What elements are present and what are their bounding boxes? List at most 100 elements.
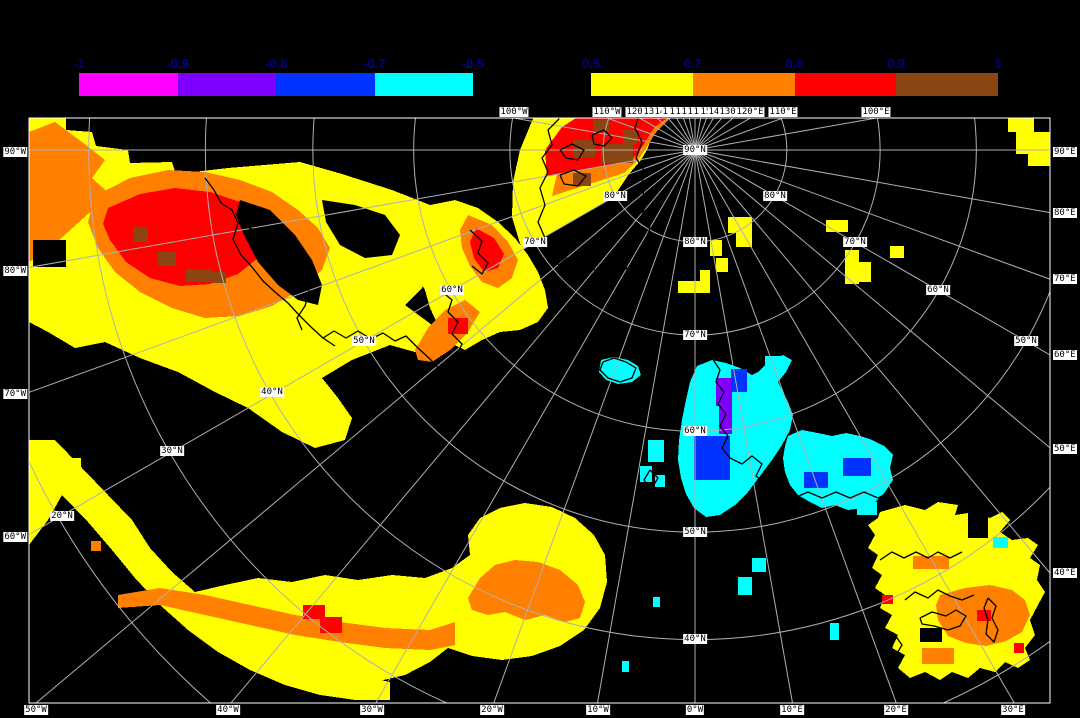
coastline bbox=[559, 169, 587, 187]
lon-label: 20°W bbox=[480, 705, 504, 715]
grid-meridian bbox=[596, 149, 696, 703]
map-region-iceland-cyan bbox=[599, 357, 641, 384]
map-cell bbox=[738, 577, 752, 595]
map-hole-hudson-bay-black bbox=[236, 200, 322, 305]
map-cell bbox=[640, 466, 652, 482]
map-cell bbox=[601, 144, 633, 163]
map-cell bbox=[826, 220, 848, 232]
map-cell bbox=[573, 140, 595, 157]
map-cell bbox=[622, 661, 629, 672]
colorbar-segment bbox=[794, 73, 897, 96]
lon-label: 50°W bbox=[24, 705, 48, 715]
map-cell bbox=[678, 281, 710, 293]
coastline bbox=[204, 177, 336, 347]
lon-label: 70°W bbox=[3, 389, 27, 399]
lon-label: 20°E bbox=[884, 705, 908, 715]
lon-label: 50°E bbox=[1053, 444, 1077, 454]
grid-meridian bbox=[29, 149, 696, 268]
map-cell bbox=[63, 458, 81, 474]
grid-meridian bbox=[375, 149, 696, 703]
lon-label: 40°E bbox=[1053, 568, 1077, 578]
map-hole-band-notch-black bbox=[322, 200, 400, 258]
map-cell bbox=[1028, 152, 1050, 166]
lat-label: 80°N bbox=[763, 191, 787, 201]
lon-label: 60°W bbox=[3, 532, 27, 542]
map-cell bbox=[890, 246, 904, 258]
map-cell bbox=[719, 404, 732, 434]
lat-label: 70°N bbox=[843, 237, 867, 247]
colorbar-segment bbox=[692, 73, 795, 96]
lon-label: 120°W bbox=[625, 107, 655, 117]
colorbar-tick-label: 0.7 bbox=[683, 56, 702, 71]
map-cell bbox=[1014, 643, 1024, 653]
lat-label: 70°N bbox=[683, 330, 707, 340]
map-region-nw-red-core bbox=[103, 188, 268, 286]
map-cell bbox=[845, 250, 859, 284]
grid-meridian bbox=[35, 149, 696, 703]
lon-label: 90°W bbox=[3, 147, 27, 157]
map-cell bbox=[765, 356, 785, 370]
map-cell bbox=[731, 369, 747, 392]
coastline bbox=[983, 597, 999, 643]
colorbar-segment bbox=[79, 73, 178, 96]
coastline bbox=[904, 589, 975, 601]
colorbar-segment bbox=[276, 73, 375, 96]
map-cell bbox=[158, 252, 176, 266]
lat-label: 80°N bbox=[603, 191, 627, 201]
map-cell bbox=[1008, 118, 1034, 132]
map-cell bbox=[573, 173, 591, 186]
lon-label: 100°W bbox=[499, 107, 529, 117]
coastline bbox=[544, 118, 653, 278]
map-region-bottom-orange-core bbox=[118, 588, 455, 650]
lon-label: 120°E bbox=[735, 107, 765, 117]
map-cell bbox=[303, 605, 325, 619]
colorbar-segments bbox=[591, 73, 998, 96]
coastline bbox=[439, 289, 463, 357]
map-cell bbox=[843, 458, 871, 476]
lat-label: 50°N bbox=[352, 336, 376, 346]
map-hole-europe-notch-black bbox=[968, 512, 988, 538]
map-cell bbox=[655, 475, 665, 487]
map-cell bbox=[653, 597, 660, 607]
lat-label: 30°N bbox=[160, 446, 184, 456]
map-cell bbox=[623, 130, 637, 144]
colorbar-tick-label: -0.7 bbox=[363, 56, 386, 71]
lat-label: 40°N bbox=[683, 634, 707, 644]
map-cell bbox=[752, 558, 766, 572]
lat-label: 60°N bbox=[683, 426, 707, 436]
map-cell bbox=[977, 610, 991, 621]
map-cell bbox=[133, 227, 148, 242]
lat-label: 90°N bbox=[683, 145, 707, 155]
map-cell bbox=[91, 541, 101, 551]
colorbar-tick-label: -0.9 bbox=[166, 56, 189, 71]
map-cell bbox=[857, 502, 877, 515]
lat-label: 60°N bbox=[926, 285, 950, 295]
map-hole-lake-black bbox=[33, 240, 66, 267]
map-region-bottom-orange-east bbox=[468, 560, 585, 622]
colorbar-tick-label: 0.8 bbox=[785, 56, 804, 71]
coastline bbox=[711, 357, 731, 459]
map-cell bbox=[736, 233, 752, 247]
coastline bbox=[879, 551, 963, 561]
lon-label: 10°W bbox=[586, 705, 610, 715]
coastline bbox=[599, 357, 637, 383]
map-cell bbox=[320, 617, 342, 633]
map-region-baltic-cyan bbox=[783, 430, 893, 510]
map-region-coast-orange-strip bbox=[415, 300, 480, 362]
coastline bbox=[889, 634, 903, 656]
colorbar-segment bbox=[896, 73, 998, 96]
colorbar-tick-label: 1 bbox=[994, 56, 1002, 71]
map-cell bbox=[922, 648, 954, 664]
map-cell bbox=[70, 490, 82, 502]
map-hole-black-sea-black bbox=[920, 628, 942, 642]
map-region-labrador-red bbox=[470, 228, 504, 272]
colorbar-tick-label: -0.8 bbox=[264, 56, 288, 71]
colorbar-tick-label: 0.5 bbox=[581, 56, 601, 71]
grid-meridian bbox=[29, 149, 696, 393]
coastline bbox=[537, 118, 561, 239]
lon-label: 110°W bbox=[592, 107, 622, 117]
colorbar-segment bbox=[374, 73, 473, 96]
